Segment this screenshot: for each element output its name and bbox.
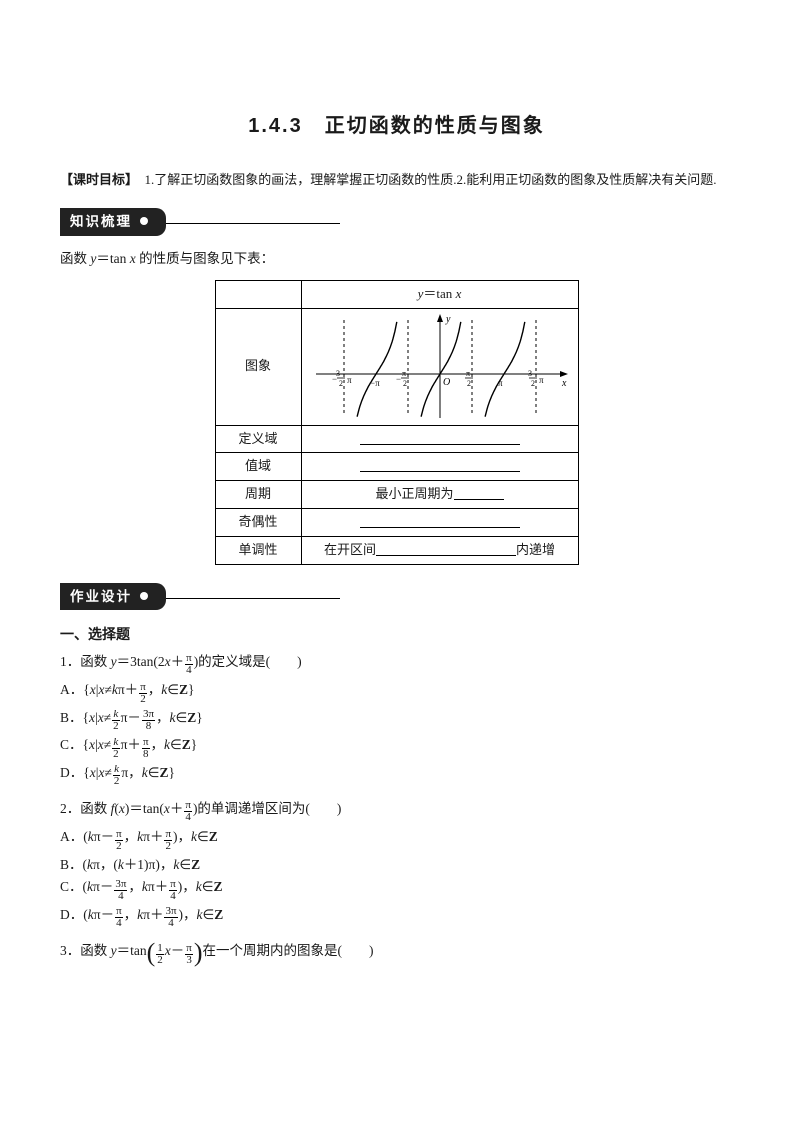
keshi-mubiao: 【课时目标】 1.了解正切函数图象的画法，理解掌握正切函数的性质.2.能利用正切…: [60, 170, 733, 190]
svg-text:−π: −π: [370, 378, 380, 388]
question-1: 1．函数 y＝3tan(2x＋π4)的定义域是( )A．{x|x≠kπ＋π2，k…: [60, 651, 733, 788]
svg-text:x: x: [561, 378, 567, 389]
page-title: 1.4.3 正切函数的性质与图象: [60, 110, 733, 142]
blank-period: [454, 486, 504, 500]
svg-text:π: π: [465, 369, 469, 378]
row-graph-cell: yxO−32π−π−π2π2π32π: [301, 308, 578, 425]
keshi-label: 【课时目标】: [60, 172, 132, 187]
section-2-header: 作业设计: [60, 583, 733, 613]
period-prefix: 最小正周期为: [375, 486, 453, 501]
blank-domain: [360, 431, 520, 445]
page: 1.4.3 正切函数的性质与图象 【课时目标】 1.了解正切函数图象的画法，理解…: [0, 0, 793, 1122]
section-1-header: 知识梳理: [60, 208, 733, 238]
questions-container: 1．函数 y＝3tan(2x＋π4)的定义域是( )A．{x|x≠kπ＋π2，k…: [60, 651, 733, 967]
svg-text:3: 3: [528, 369, 532, 378]
table-intro: 函数 y＝tan x 的性质与图象见下表：: [60, 248, 733, 270]
svg-text:2: 2: [403, 379, 407, 388]
svg-text:π: π: [401, 369, 405, 378]
svg-text:π: π: [347, 375, 352, 385]
question-2-stem: 2．函数 f(x)＝tan(x＋π4)的单调递增区间为( ): [60, 798, 733, 824]
xuanze-title: 一、选择题: [60, 623, 733, 645]
keshi-text: 1.了解正切函数图象的画法，理解掌握正切函数的性质.2.能利用正切函数的图象及性…: [132, 172, 717, 187]
row-mono-label: 单调性: [215, 536, 301, 564]
section-2-tab: 作业设计: [60, 583, 166, 611]
row-period-label: 周期: [215, 481, 301, 509]
question-2-option-C: C．(kπ－3π4，kπ＋π4)，k∈Z: [60, 876, 733, 902]
row-period-value: 最小正周期为: [301, 481, 578, 509]
row-domain-label: 定义域: [215, 425, 301, 453]
svg-text:O: O: [443, 377, 450, 388]
question-1-option-B: B．{x|x≠k2π－3π8，k∈Z}: [60, 707, 733, 733]
row-domain-value: [301, 425, 578, 453]
svg-text:y: y: [445, 314, 451, 325]
properties-table: y＝tan x 图象 yxO−32π−π−π2π2π32π 定义域 值域 周期 …: [215, 280, 579, 565]
row-range-label: 值域: [215, 453, 301, 481]
question-2-option-D: D．(kπ－π4，kπ＋3π4)，k∈Z: [60, 904, 733, 930]
blank-range: [360, 458, 520, 472]
section-1-tab: 知识梳理: [60, 208, 166, 236]
question-1-option-A: A．{x|x≠kπ＋π2，k∈Z}: [60, 679, 733, 705]
svg-text:−: −: [396, 374, 401, 384]
svg-text:2: 2: [531, 379, 535, 388]
question-2-option-A: A．(kπ－π2，kπ＋π2)，k∈Z: [60, 826, 733, 852]
question-2: 2．函数 f(x)＝tan(x＋π4)的单调递增区间为( )A．(kπ－π2，k…: [60, 798, 733, 930]
svg-text:3: 3: [336, 369, 340, 378]
question-1-stem: 1．函数 y＝3tan(2x＋π4)的定义域是( ): [60, 651, 733, 677]
row-parity-value: [301, 508, 578, 536]
svg-text:π: π: [539, 375, 544, 385]
mono-prefix: 在开区间: [324, 542, 376, 557]
question-1-option-D: D．{x|x≠k2π，k∈Z}: [60, 762, 733, 788]
question-1-option-C: C．{x|x≠k2π＋π8，k∈Z}: [60, 734, 733, 760]
question-3: 3．函数 y＝tan(12x－π3)在一个周期内的图象是( ): [60, 940, 733, 966]
blank-mono: [376, 542, 516, 556]
svg-text:π: π: [498, 378, 503, 388]
mono-suffix: 内递增: [516, 542, 555, 557]
row-range-value: [301, 453, 578, 481]
row-mono-value: 在开区间 内递增: [301, 536, 578, 564]
question-3-stem: 3．函数 y＝tan(12x－π3)在一个周期内的图象是( ): [60, 940, 733, 966]
blank-parity: [360, 514, 520, 528]
svg-text:2: 2: [339, 379, 343, 388]
question-2-option-B: B．(kπ，(k＋1)π)，k∈Z: [60, 854, 733, 876]
table-header-right: y＝tan x: [301, 280, 578, 308]
svg-text:2: 2: [467, 379, 471, 388]
table-header-left: [215, 280, 301, 308]
row-graph-label: 图象: [215, 308, 301, 425]
tangent-graph: yxO−32π−π−π2π2π32π: [310, 312, 570, 422]
row-parity-label: 奇偶性: [215, 508, 301, 536]
